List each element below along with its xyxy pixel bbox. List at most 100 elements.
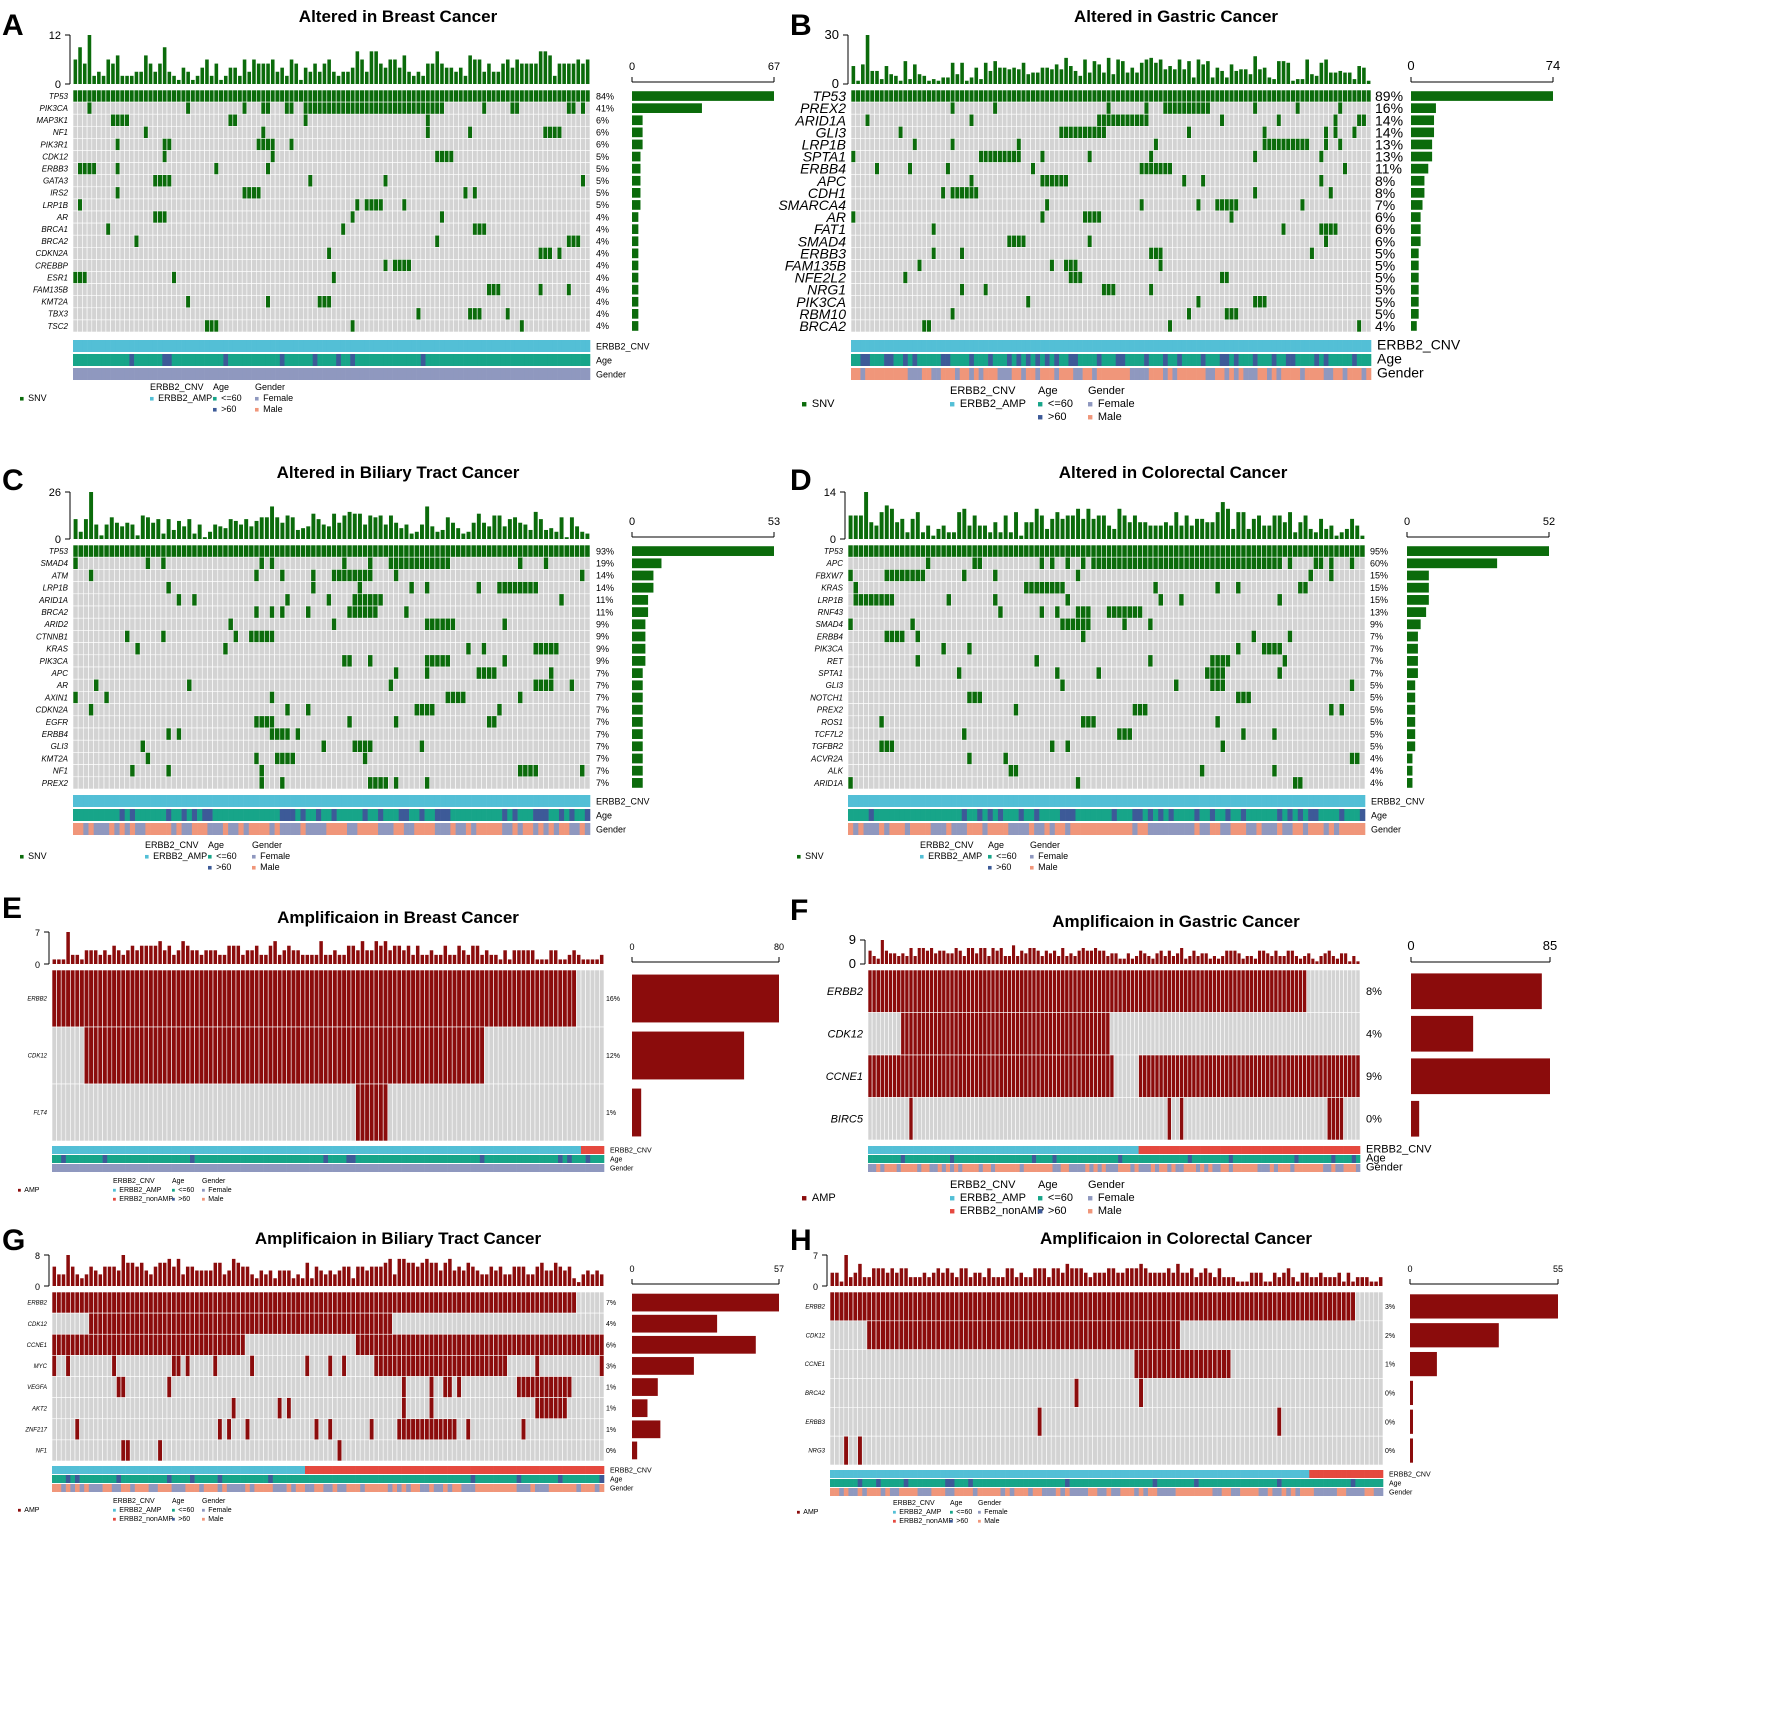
age-cell xyxy=(336,354,342,366)
erbb2-cnv-cell xyxy=(190,340,196,352)
matrix-cell xyxy=(448,259,454,272)
matrix-cell xyxy=(476,198,483,212)
matrix-cell xyxy=(1323,247,1329,260)
matrix-cell xyxy=(1157,162,1164,176)
matrix-cell xyxy=(1224,210,1230,224)
matrix-cell xyxy=(312,283,318,297)
matrix-cell xyxy=(1167,150,1173,163)
matrix-cell xyxy=(199,174,205,188)
matrix-cell xyxy=(1063,198,1069,212)
matrix-cell xyxy=(855,138,861,151)
matrix-cell xyxy=(1261,89,1268,103)
matrix-cell xyxy=(528,271,534,284)
matrix-cell xyxy=(1195,162,1202,176)
matrix-cell xyxy=(1252,89,1258,103)
matrix-cell xyxy=(133,186,140,200)
matrix-cell xyxy=(401,234,407,248)
matrix-cell xyxy=(270,198,276,212)
matrix-cell xyxy=(486,283,492,297)
erbb2-cnv-cell xyxy=(383,340,389,352)
matrix-cell xyxy=(335,234,342,248)
matrix-cell xyxy=(302,113,309,127)
sample-burden-bar xyxy=(322,63,327,84)
matrix-cell xyxy=(1323,162,1329,176)
matrix-cell xyxy=(279,162,285,176)
matrix-cell xyxy=(584,150,591,163)
matrix-cell xyxy=(147,138,154,151)
matrix-cell xyxy=(138,271,144,284)
matrix-cell xyxy=(490,174,497,188)
sample-burden-bar xyxy=(1310,74,1314,84)
matrix-cell xyxy=(547,138,553,151)
matrix-cell xyxy=(888,234,894,248)
erbb2-cnv-cell xyxy=(580,340,586,352)
matrix-cell xyxy=(552,307,558,321)
matrix-cell xyxy=(495,89,501,103)
sample-burden-bar xyxy=(153,71,158,84)
matrix-cell xyxy=(1030,113,1036,127)
matrix-cell xyxy=(1082,150,1088,163)
matrix-cell xyxy=(382,138,389,151)
sample-burden-bar xyxy=(364,71,369,84)
matrix-cell xyxy=(879,101,885,115)
matrix-cell xyxy=(1328,271,1334,284)
matrix-cell xyxy=(1016,101,1022,115)
matrix-cell xyxy=(566,247,572,260)
matrix-cell xyxy=(91,283,97,297)
matrix-cell xyxy=(1271,222,1277,236)
sample-burden-bar xyxy=(1314,75,1319,84)
matrix-cell xyxy=(514,295,520,309)
matrix-cell xyxy=(514,174,520,188)
matrix-cell xyxy=(270,150,276,163)
matrix-cell xyxy=(378,138,384,151)
matrix-cell xyxy=(251,89,257,103)
matrix-cell xyxy=(1280,259,1287,272)
matrix-cell xyxy=(1139,234,1145,248)
matrix-cell xyxy=(1323,198,1329,212)
sample-burden-bar xyxy=(87,35,92,84)
gender-cell xyxy=(383,368,389,380)
matrix-cell xyxy=(500,222,506,236)
matrix-cell xyxy=(940,89,946,103)
matrix-cell xyxy=(584,234,591,248)
matrix-cell xyxy=(1148,126,1154,139)
matrix-cell xyxy=(1309,307,1315,321)
matrix-cell xyxy=(1309,295,1315,309)
matrix-cell xyxy=(902,234,909,248)
matrix-cell xyxy=(349,210,356,224)
matrix-cell xyxy=(964,283,970,297)
matrix-cell xyxy=(1044,283,1050,297)
matrix-cell xyxy=(96,222,102,236)
matrix-cell xyxy=(1356,101,1362,115)
matrix-cell xyxy=(983,89,989,103)
matrix-cell xyxy=(968,101,975,115)
matrix-cell xyxy=(1186,101,1192,115)
matrix-cell xyxy=(1181,89,1187,103)
matrix-cell xyxy=(1243,210,1249,224)
matrix-cell xyxy=(288,198,295,212)
matrix-cell xyxy=(1077,113,1083,127)
matrix-cell xyxy=(458,307,464,321)
matrix-cell xyxy=(1309,234,1315,248)
matrix-cell xyxy=(940,222,946,236)
matrix-cell xyxy=(566,162,572,176)
matrix-cell xyxy=(1238,89,1244,103)
matrix-cell xyxy=(481,150,487,163)
sample-burden-bar xyxy=(1248,74,1253,84)
matrix-cell xyxy=(209,210,215,224)
matrix-cell xyxy=(185,319,191,333)
matrix-cell xyxy=(237,319,243,333)
age-cell xyxy=(566,354,572,366)
matrix-cell xyxy=(983,138,989,151)
matrix-cell xyxy=(453,234,459,248)
matrix-cell xyxy=(1323,283,1329,297)
matrix-cell xyxy=(392,101,398,115)
matrix-cell xyxy=(190,234,196,248)
matrix-cell xyxy=(533,174,539,188)
matrix-cell xyxy=(429,271,436,284)
matrix-cell xyxy=(566,259,572,272)
matrix-cell xyxy=(1105,101,1112,115)
matrix-cell xyxy=(133,247,140,260)
matrix-cell xyxy=(907,283,913,297)
matrix-cell xyxy=(935,222,942,236)
